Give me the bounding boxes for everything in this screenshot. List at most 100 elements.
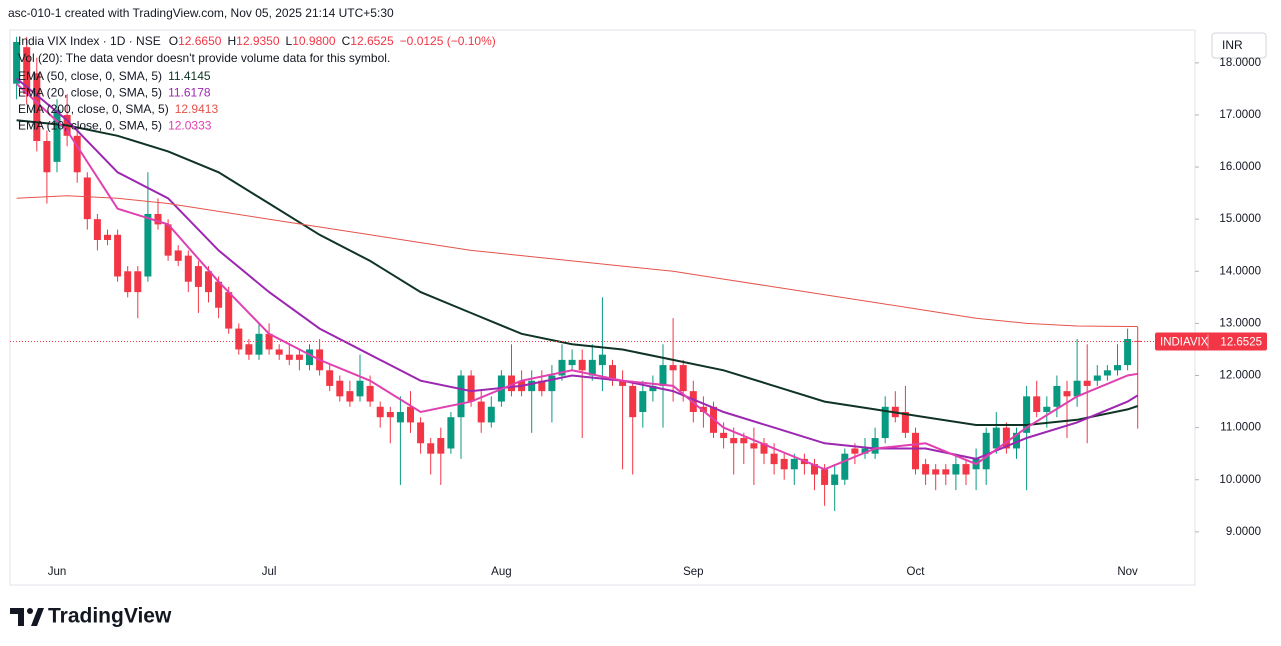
candle-body (629, 385, 637, 418)
candle-body (295, 354, 303, 360)
candle-body (225, 292, 233, 329)
legend-name: EMA (20, close, 0, SMA, 5) (18, 86, 162, 100)
candle-body (144, 213, 152, 277)
candle-body (548, 375, 556, 392)
candle-body (659, 365, 667, 386)
candle-body (467, 375, 475, 402)
candle-body (73, 135, 81, 173)
x-tick-label: Nov (1117, 566, 1138, 578)
candle-body (427, 443, 435, 454)
candle-body (578, 359, 586, 371)
y-tick-label: 16.0000 (1219, 161, 1261, 173)
candle-body (1083, 380, 1091, 386)
candle-body (43, 141, 51, 173)
ohlc-prefix: L (286, 34, 293, 48)
candle-body (720, 432, 728, 439)
x-tick-label: Aug (491, 566, 511, 578)
y-tick-label: 11.0000 (1220, 422, 1261, 434)
candle-body (730, 438, 738, 444)
legend-symbol-line: India VIX Index · 1D · NSE O12.6650 H12.93… (18, 34, 496, 48)
ohlc-prefix: H (227, 34, 236, 48)
candle-body (740, 438, 748, 444)
price-tag-name: INDIAVIX (1160, 337, 1209, 349)
candle-body (619, 380, 627, 386)
candle-body (164, 224, 172, 256)
ohlc-value: 10.9800 (292, 34, 336, 48)
y-tick-label: 9.0000 (1226, 526, 1261, 538)
price-tag-value: 12.6525 (1220, 337, 1262, 349)
candle-body (750, 443, 758, 449)
legend-entry: EMA (20, close, 0, SMA, 5) 11.6178 (18, 86, 211, 100)
x-tick-label: Jul (262, 566, 277, 578)
ohlc-value: 12.6650 (178, 34, 222, 48)
legend-name: EMA (50, close, 0, SMA, 5) (18, 69, 162, 83)
candle-body (861, 448, 869, 454)
candle-body (699, 406, 707, 412)
candle-body (770, 453, 778, 465)
header: asc-010-1 created with TradingView.com, … (8, 6, 394, 20)
candle-body (952, 464, 960, 475)
symbol: India VIX Index · 1D · NSE (18, 34, 161, 48)
candle-body (1033, 396, 1041, 412)
candle-body (386, 411, 394, 418)
candle-body (1002, 427, 1010, 449)
y-tick-label: 18.0000 (1219, 57, 1261, 69)
candle-body (588, 359, 596, 376)
candle-body (285, 354, 293, 360)
candle-body (669, 365, 677, 371)
candle-body (649, 385, 657, 392)
candle-body (114, 234, 122, 277)
candle-body (477, 401, 485, 423)
x-tick-label: Sep (683, 566, 703, 578)
candle-body (538, 380, 546, 392)
candle-body (194, 266, 202, 287)
candle-body (356, 380, 364, 397)
ohlc-value: 12.9350 (236, 34, 280, 48)
candle-body (215, 281, 223, 308)
candle-body (821, 469, 829, 485)
currency-box (1211, 32, 1267, 59)
candle-body (881, 406, 889, 439)
candle-body (366, 385, 374, 402)
candle-body (326, 370, 334, 386)
candle-body (568, 359, 576, 366)
candle-body (205, 271, 212, 293)
candle-body (134, 271, 142, 293)
currency: INR (1222, 38, 1243, 52)
ema-line (16, 119, 1139, 426)
y-tick-label: 17.0000 (1219, 109, 1261, 121)
legend-entry: EMA (200, close, 0, SMA, 5) 12.9413 (18, 102, 218, 116)
candle-body (104, 234, 111, 241)
candle-body (124, 271, 132, 293)
legend-value: 11.6178 (168, 86, 211, 100)
candle-body (1053, 385, 1061, 407)
candle-body (528, 380, 536, 392)
y-tick-label: 12.0000 (1219, 370, 1261, 382)
candle-body (942, 469, 950, 475)
candle-body (265, 333, 273, 350)
tv-logo-icon (10, 608, 44, 626)
candle-body (1063, 391, 1071, 397)
candle-body (184, 255, 192, 282)
candle-body (871, 438, 879, 454)
candle-body (679, 365, 687, 392)
ohlc-value: 12.6525 (350, 34, 394, 48)
volume-note: Vol (20): The data vendor doesn't provid… (18, 51, 390, 65)
candle-body (760, 443, 768, 454)
candle-body (912, 432, 919, 470)
candle-body (922, 464, 930, 475)
ema-line (15, 82, 1138, 471)
candle-body (53, 109, 61, 162)
candle-body (447, 417, 455, 449)
candle-body (396, 411, 404, 423)
candle-body (306, 349, 313, 366)
candle-body (508, 375, 515, 392)
candle-body (780, 458, 788, 470)
legend-value: 12.0333 (168, 119, 212, 133)
candle-body (609, 365, 616, 381)
candle-body (255, 333, 263, 355)
legend-value: 11.4145 (168, 69, 211, 83)
y-tick-label: 14.0000 (1219, 265, 1261, 277)
